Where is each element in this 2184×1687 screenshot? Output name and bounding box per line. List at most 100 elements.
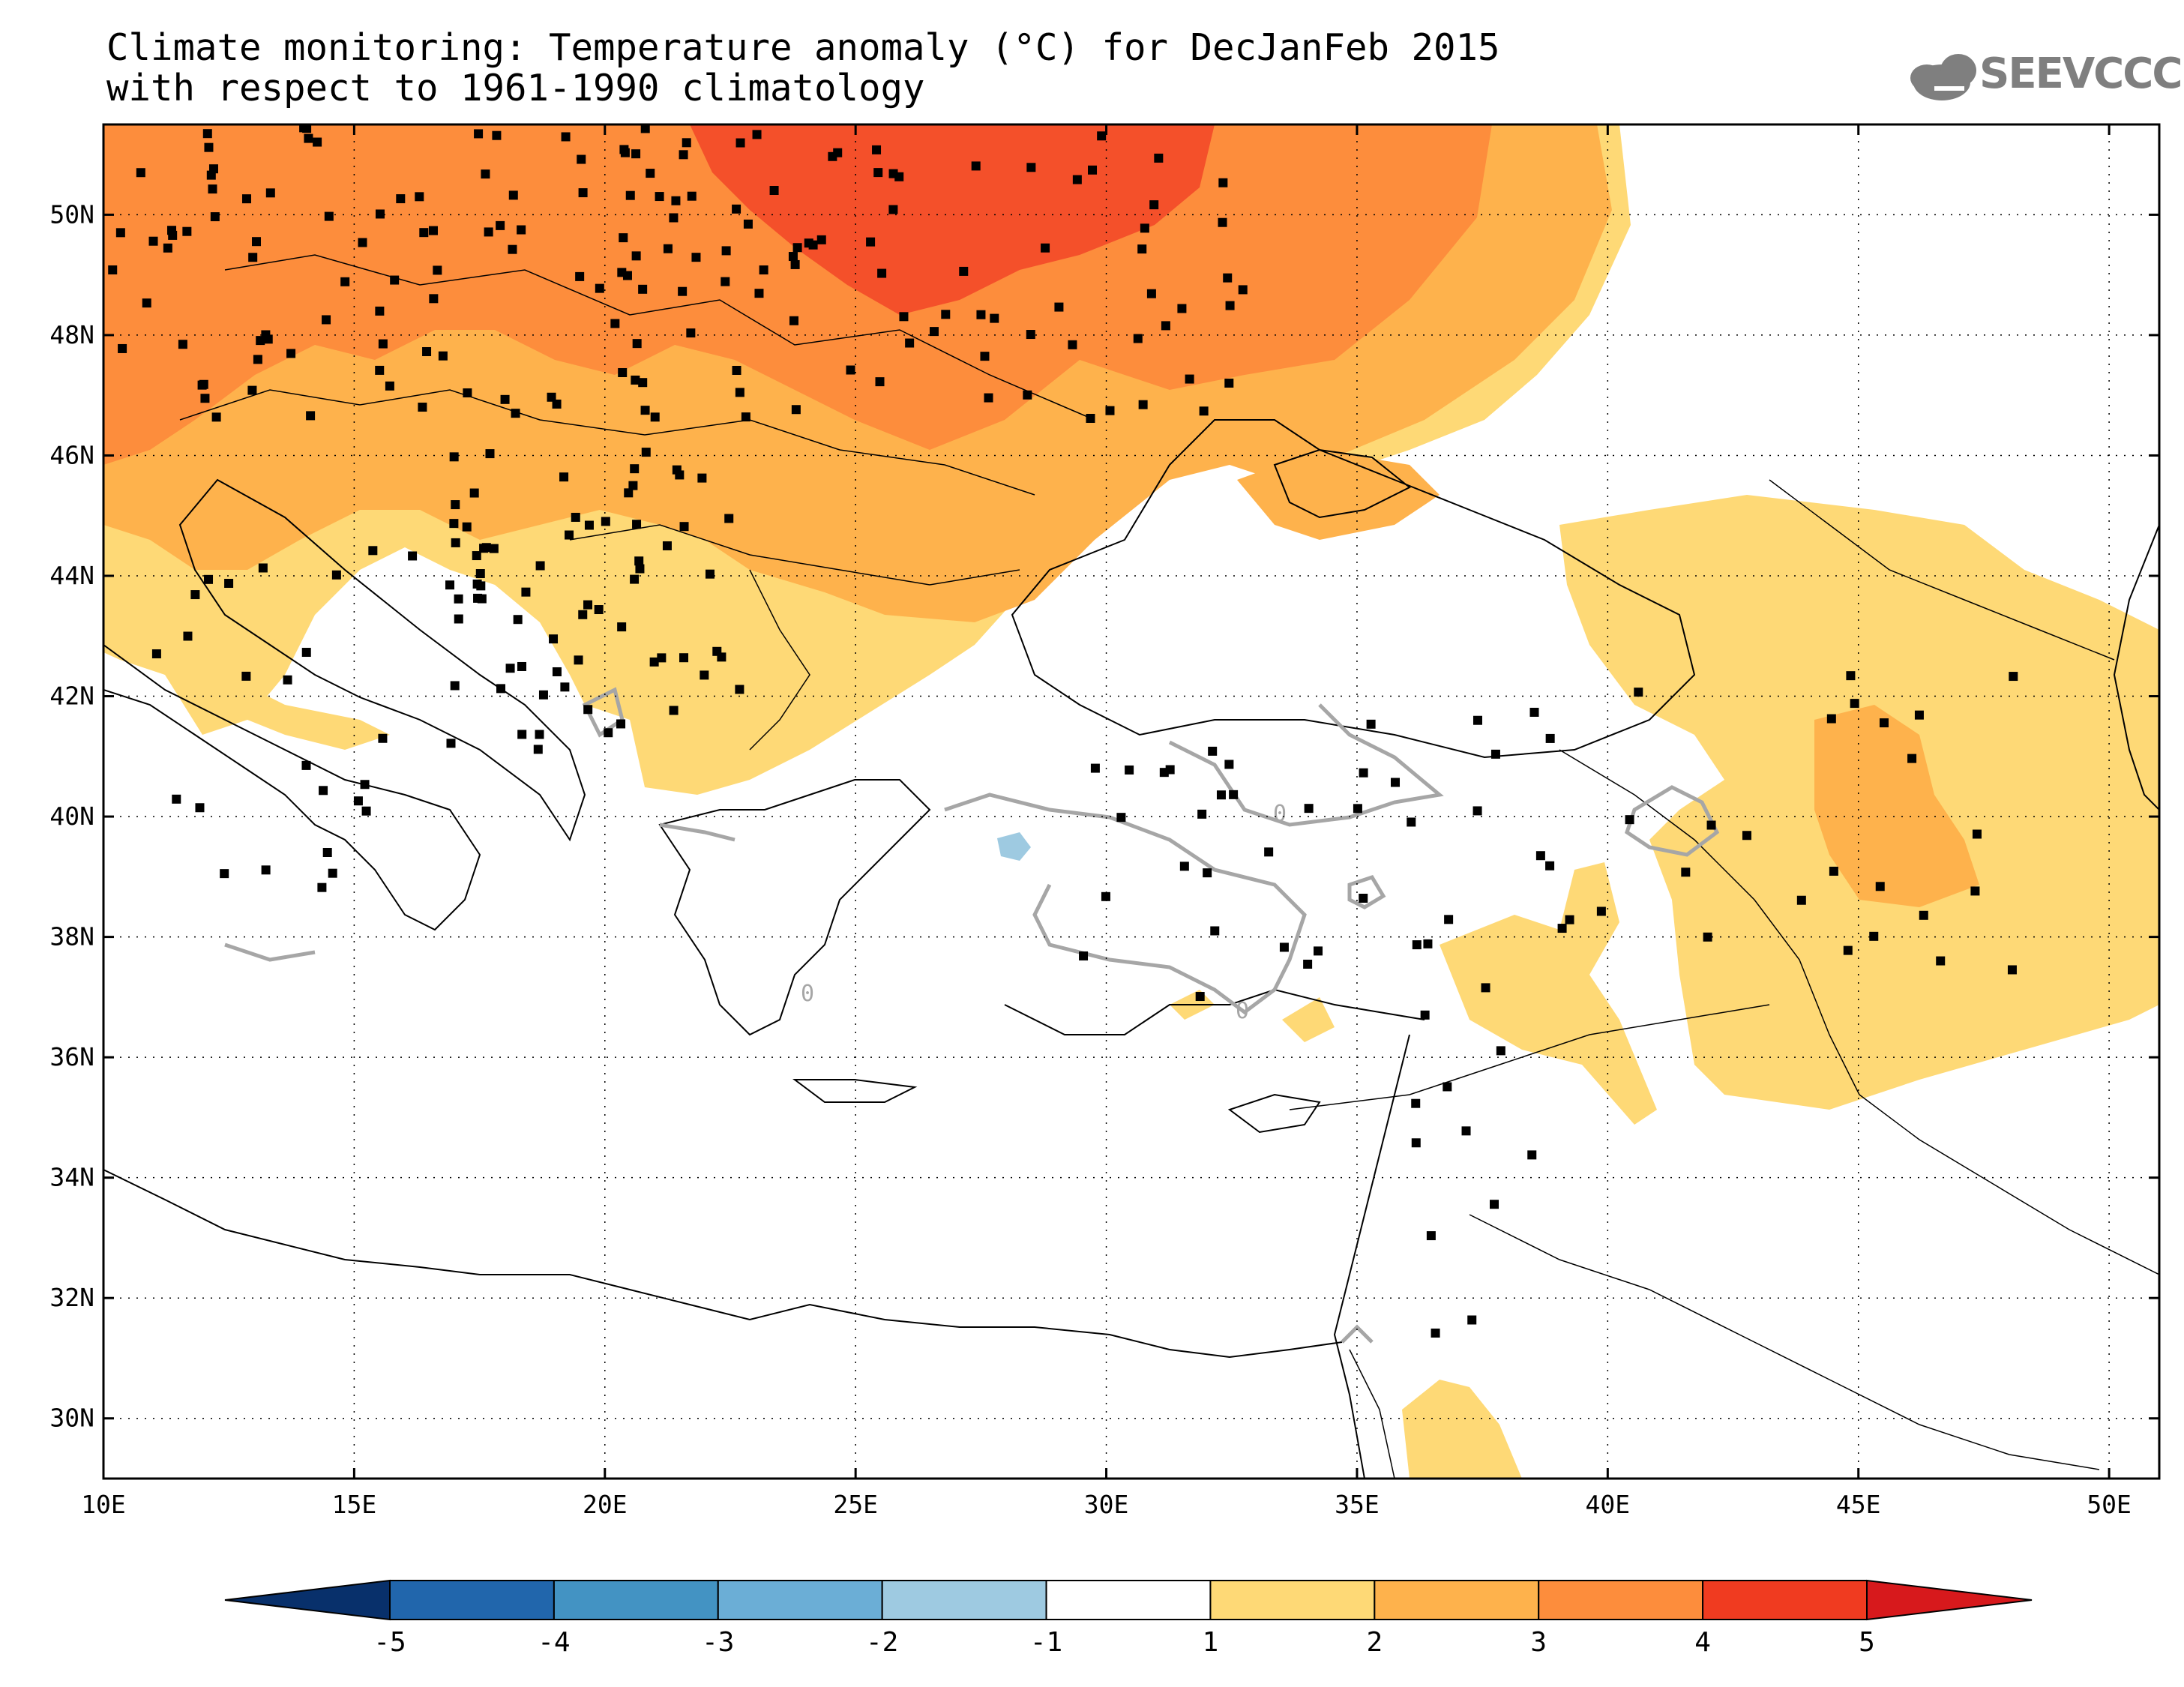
- station-marker: [433, 265, 442, 275]
- colorbar-box: [553, 1580, 719, 1620]
- station-marker: [899, 312, 909, 322]
- station-marker: [301, 648, 311, 658]
- station-marker: [1303, 959, 1313, 969]
- station-marker: [324, 211, 334, 221]
- station-marker: [1846, 671, 1856, 681]
- map-title-line-2: with respect to 1961-1990 climatology: [106, 67, 925, 109]
- station-marker: [485, 449, 495, 459]
- station-marker: [1481, 983, 1490, 993]
- colorbar-label: 2: [1366, 1627, 1383, 1658]
- greece-coast: [658, 779, 931, 1036]
- station-marker: [1706, 820, 1716, 830]
- station-marker: [1208, 746, 1218, 756]
- lat-tick-label: 30N: [49, 1404, 94, 1433]
- station-marker: [791, 405, 801, 415]
- station-marker: [195, 803, 205, 813]
- colorbar-box: [1374, 1580, 1540, 1620]
- station-marker: [317, 882, 327, 892]
- station-marker: [418, 403, 427, 412]
- station-marker: [705, 569, 715, 579]
- lat-tick-label: 32N: [49, 1283, 94, 1312]
- station-marker: [1086, 413, 1095, 423]
- station-marker: [663, 244, 673, 253]
- station-marker: [577, 154, 586, 164]
- station-marker: [631, 149, 641, 159]
- station-marker: [286, 349, 296, 358]
- station-marker: [1359, 893, 1368, 903]
- lon-tick-label: 25E: [833, 1490, 878, 1519]
- station-marker: [650, 412, 660, 422]
- station-marker: [1850, 699, 1859, 709]
- station-marker: [1426, 1231, 1436, 1241]
- station-marker: [210, 212, 220, 222]
- lon-tick-label: 50E: [2087, 1490, 2132, 1519]
- station-marker: [691, 253, 701, 262]
- station-marker: [1461, 1126, 1471, 1136]
- cloud-icon: [1910, 54, 1976, 100]
- station-marker: [1072, 175, 1082, 184]
- station-marker: [1068, 340, 1077, 349]
- station-marker: [1224, 760, 1234, 769]
- anomaly-region-negative: [997, 832, 1031, 861]
- station-marker: [1088, 165, 1098, 175]
- station-marker: [449, 519, 459, 529]
- station-marker: [211, 412, 221, 422]
- colorbar-label: -4: [538, 1627, 570, 1658]
- station-marker: [732, 204, 741, 214]
- station-marker: [1972, 829, 1982, 839]
- station-marker: [178, 340, 187, 349]
- station-marker: [375, 306, 385, 316]
- station-marker: [340, 277, 350, 286]
- station-marker: [769, 186, 779, 196]
- station-marker: [479, 544, 489, 553]
- crimea-coast: [1273, 448, 1411, 519]
- station-marker: [390, 275, 400, 285]
- station-marker: [1742, 831, 1751, 841]
- station-marker: [929, 327, 939, 337]
- colorbar-box: [717, 1580, 883, 1620]
- station-marker: [1420, 1010, 1430, 1020]
- station-marker: [2007, 965, 2017, 975]
- station-marker: [469, 488, 479, 498]
- lon-tick-label: 40E: [1586, 1490, 1631, 1519]
- station-marker: [679, 522, 689, 532]
- station-marker: [396, 194, 406, 204]
- station-marker: [873, 168, 883, 178]
- station-marker: [1023, 390, 1032, 400]
- station-marker: [1090, 763, 1100, 773]
- station-marker: [578, 188, 588, 198]
- station-marker: [1149, 200, 1159, 210]
- station-marker: [2009, 672, 2018, 682]
- station-marker: [789, 316, 798, 325]
- italy-coast: [103, 644, 481, 931]
- station-marker: [142, 298, 151, 308]
- station-marker: [686, 328, 696, 338]
- station-marker: [360, 780, 370, 790]
- map-title-line-1: Climate monitoring: Temperature anomaly …: [106, 26, 1500, 69]
- station-marker: [724, 514, 734, 523]
- station-marker: [735, 388, 744, 397]
- station-marker: [224, 578, 234, 588]
- contour-label: 0: [801, 981, 814, 1007]
- station-marker: [204, 142, 214, 152]
- station-marker: [1423, 939, 1433, 948]
- station-marker: [136, 168, 145, 178]
- levant-coast: [1333, 1034, 1410, 1479]
- station-marker: [735, 685, 744, 694]
- anomaly-region-syria: [1440, 862, 1657, 1125]
- station-marker: [190, 590, 200, 600]
- station-marker: [1137, 244, 1147, 254]
- colorbar-label: -2: [866, 1627, 898, 1658]
- station-marker: [183, 631, 193, 641]
- station-marker: [517, 225, 526, 235]
- station-marker: [682, 138, 691, 148]
- station-marker: [1185, 374, 1194, 384]
- cyprus-coast: [1227, 1093, 1321, 1134]
- station-marker: [247, 385, 257, 395]
- station-marker: [508, 190, 518, 200]
- lat-tick-label: 50N: [49, 199, 94, 229]
- station-marker: [1444, 915, 1454, 924]
- station-marker: [535, 561, 545, 571]
- colorbar-box: [1538, 1580, 1704, 1620]
